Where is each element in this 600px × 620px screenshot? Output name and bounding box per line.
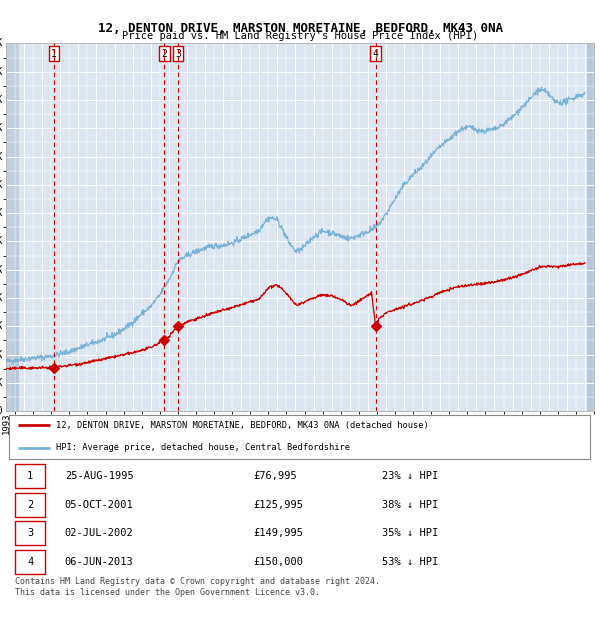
FancyBboxPatch shape [15,550,46,574]
Text: 23% ↓ HPI: 23% ↓ HPI [382,471,439,481]
Text: £300K: £300K [0,236,3,246]
FancyBboxPatch shape [15,521,46,545]
Text: £100K: £100K [0,350,3,360]
Text: £150,000: £150,000 [253,557,303,567]
Text: 38% ↓ HPI: 38% ↓ HPI [382,500,439,510]
Text: HPI: Average price, detached house, Central Bedfordshire: HPI: Average price, detached house, Cent… [56,443,350,452]
Text: £450K: £450K [0,151,3,162]
Text: 05-OCT-2001: 05-OCT-2001 [65,500,134,510]
FancyBboxPatch shape [15,464,46,488]
Text: £200K: £200K [0,293,3,303]
Text: £76,995: £76,995 [253,471,297,481]
Text: 53% ↓ HPI: 53% ↓ HPI [382,557,439,567]
Text: £250K: £250K [0,265,3,275]
FancyBboxPatch shape [15,493,46,516]
Text: 02-JUL-2002: 02-JUL-2002 [65,528,134,538]
Text: 1: 1 [51,49,57,59]
Text: 12, DENTON DRIVE, MARSTON MORETAINE, BEDFORD, MK43 0NA: 12, DENTON DRIVE, MARSTON MORETAINE, BED… [97,22,503,35]
Polygon shape [587,43,594,411]
Text: 3: 3 [175,49,181,59]
Text: 12, DENTON DRIVE, MARSTON MORETAINE, BEDFORD, MK43 0NA (detached house): 12, DENTON DRIVE, MARSTON MORETAINE, BED… [56,421,429,430]
Text: Price paid vs. HM Land Registry's House Price Index (HPI): Price paid vs. HM Land Registry's House … [122,31,478,41]
Text: £500K: £500K [0,123,3,133]
Text: 4: 4 [373,49,379,59]
Polygon shape [6,43,19,411]
Text: 1: 1 [27,471,33,481]
Text: 2: 2 [161,49,167,59]
Text: £400K: £400K [0,180,3,190]
Text: £125,995: £125,995 [253,500,303,510]
FancyBboxPatch shape [9,415,590,459]
Text: 35% ↓ HPI: 35% ↓ HPI [382,528,439,538]
Text: £0: £0 [0,406,3,416]
Text: £150K: £150K [0,321,3,331]
Text: £149,995: £149,995 [253,528,303,538]
Text: 3: 3 [27,528,33,538]
Text: 25-AUG-1995: 25-AUG-1995 [65,471,134,481]
Text: 4: 4 [27,557,33,567]
Text: £350K: £350K [0,208,3,218]
Text: 06-JUN-2013: 06-JUN-2013 [65,557,134,567]
Text: £650K: £650K [0,38,3,48]
Text: £600K: £600K [0,67,3,77]
Text: £550K: £550K [0,95,3,105]
Text: Contains HM Land Registry data © Crown copyright and database right 2024.
This d: Contains HM Land Registry data © Crown c… [15,577,380,597]
Text: £50K: £50K [0,378,3,388]
Text: 2: 2 [27,500,33,510]
